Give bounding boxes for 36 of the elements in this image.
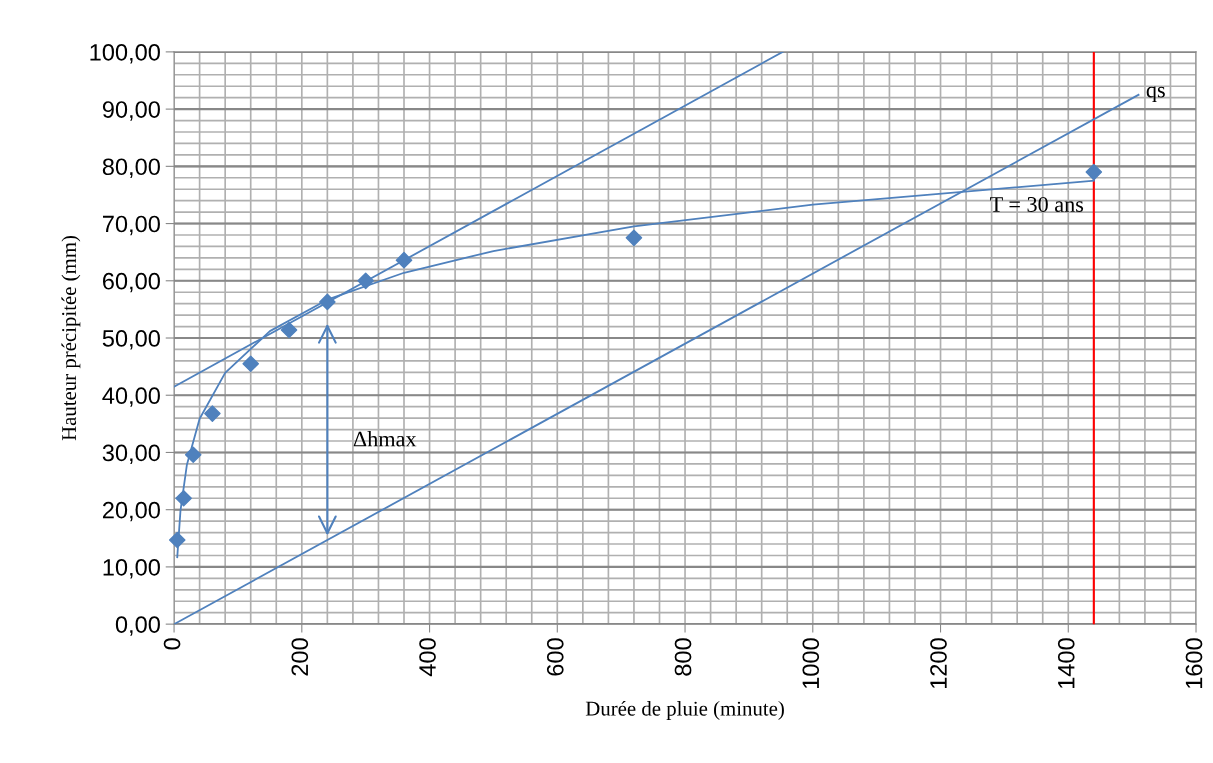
point	[204, 405, 221, 422]
annotation: Δhmax	[353, 430, 417, 447]
x-tick-label: 1200	[930, 638, 947, 689]
x-tick-label: 600	[546, 638, 564, 676]
x-tick-label: 1400	[1057, 638, 1075, 689]
y-tick-label: 0,00	[115, 616, 160, 636]
x-tick-label: 1000	[802, 638, 820, 689]
x-tick-label: 400	[419, 638, 436, 677]
point	[319, 293, 336, 311]
point	[1085, 163, 1103, 181]
annotation: qs	[1146, 86, 1165, 103]
x-tick-label: 800	[674, 638, 692, 676]
y-tick-label: 100,00	[90, 43, 160, 64]
y-tick-label: 10,00	[103, 558, 160, 579]
y-tick-label: 70,00	[103, 215, 160, 236]
y-tick-label: 80,00	[102, 158, 160, 178]
y-axis-title: Hauteur précipitée (mm)	[61, 235, 81, 441]
point	[242, 355, 260, 373]
annotation: T = 30 ans	[990, 196, 1084, 212]
point	[280, 321, 298, 339]
x-tick-label: 0	[163, 638, 181, 650]
point	[168, 531, 186, 549]
y-tick-label: 50,00	[102, 330, 160, 350]
point	[395, 251, 413, 269]
x-axis-title: Durée de pluie (minute)	[585, 700, 784, 720]
y-tick-label: 90,00	[102, 101, 160, 121]
y-tick-label: 30,00	[102, 444, 160, 465]
point	[357, 272, 374, 290]
point	[175, 489, 192, 507]
point	[184, 446, 202, 464]
x-tick-label: 200	[291, 638, 309, 676]
y-tick-label: 60,00	[102, 272, 160, 293]
point	[625, 229, 643, 247]
y-tick-label: 40,00	[102, 387, 160, 407]
y-tick-label: 20,00	[102, 501, 160, 522]
x-tick-label: 1600	[1185, 638, 1203, 689]
